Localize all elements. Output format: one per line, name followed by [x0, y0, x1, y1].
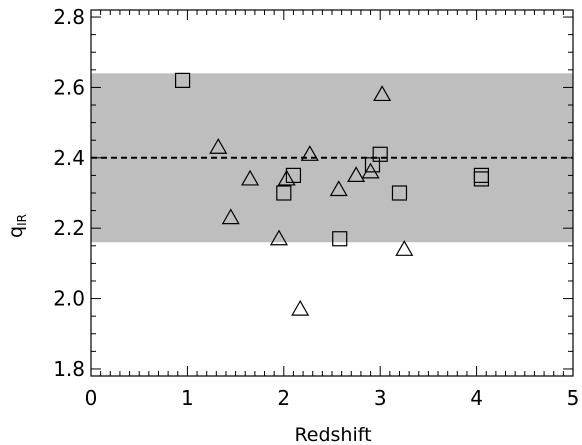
triangle-marker	[269, 229, 289, 246]
y-axis-title: qIR	[5, 214, 29, 238]
triangle-marker	[277, 169, 296, 186]
triangle-marker	[373, 85, 392, 102]
triangle-marker	[221, 208, 240, 225]
y-tick-label: 2.4	[53, 146, 85, 170]
square-marker	[332, 231, 348, 247]
x-tick-label: 4	[470, 386, 483, 410]
y-axis-title-subscript: IR	[15, 214, 29, 226]
x-axis-title: Redshift	[294, 424, 371, 445]
triangle-marker	[291, 299, 310, 316]
square-marker	[364, 157, 381, 173]
y-tick-label: 2.8	[53, 5, 85, 29]
triangle-marker	[300, 145, 319, 161]
y-axis-title-main: q	[5, 226, 27, 238]
labels-layer: Redshift qIR	[5, 214, 372, 445]
x-tick-label: 1	[181, 386, 194, 410]
triangle-marker	[361, 162, 380, 179]
square-marker	[276, 185, 292, 201]
square-marker	[473, 171, 490, 187]
square-marker	[391, 185, 408, 201]
triangle-marker	[395, 240, 414, 256]
y-tick-label: 1.8	[53, 357, 85, 381]
svg-text:qIR: qIR	[5, 214, 29, 238]
x-tick-label: 2	[277, 386, 290, 410]
triangle-marker	[241, 169, 260, 186]
y-tick-label: 2.2	[53, 216, 85, 240]
axes-layer: 0 1 2 3 4 5 1.8 2.0 2.2 2.4 2.6 2.8	[53, 5, 579, 410]
triangle-marker	[329, 180, 348, 197]
square-marker	[372, 146, 388, 162]
y-tick-label: 2.6	[53, 75, 85, 99]
y-tick-label: 2.0	[53, 287, 85, 311]
markers-layer	[174, 72, 490, 316]
x-tick-label: 3	[374, 386, 387, 410]
triangle-marker	[347, 166, 366, 183]
x-tick-label: 5	[567, 386, 580, 410]
triangle-marker	[209, 138, 228, 154]
square-marker	[174, 72, 191, 88]
x-tick-label: 0	[85, 386, 98, 410]
